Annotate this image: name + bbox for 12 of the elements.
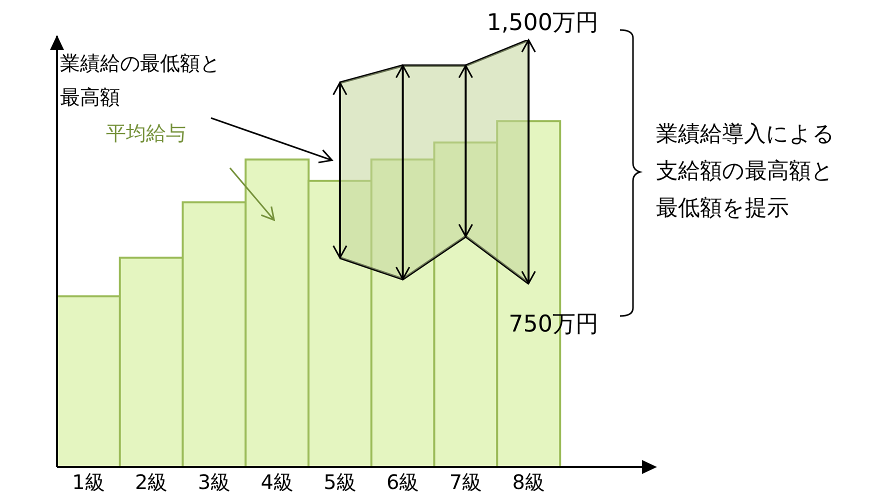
x-tick-label: 1級 xyxy=(72,470,105,494)
x-tick-label: 2級 xyxy=(134,470,168,494)
text: 業績給導入による支給額の最高額と最低額を提示 xyxy=(656,122,835,221)
annotation: 1,500万円 xyxy=(486,10,599,36)
x-tick-label: 8級 xyxy=(512,470,545,494)
x-tick-label: 7級 xyxy=(449,470,482,494)
text: 平均給与 xyxy=(106,121,186,145)
legend-label: 業績給の最低額と最高額 xyxy=(60,51,220,109)
x-tick-label: 5級 xyxy=(324,470,356,494)
x-tick-label: 4級 xyxy=(260,470,294,494)
x-tick-label: 3級 xyxy=(198,470,231,494)
x-tick-label: 6級 xyxy=(386,470,420,494)
